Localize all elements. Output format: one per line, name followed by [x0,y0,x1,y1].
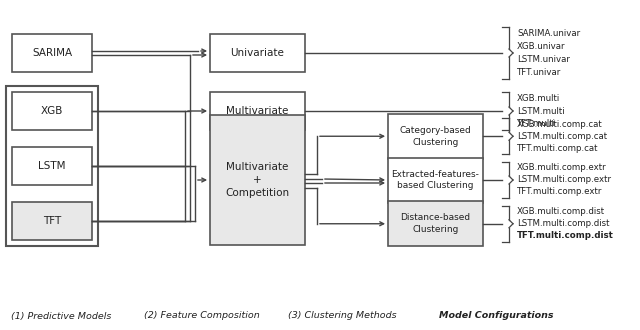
Text: SARIMA: SARIMA [32,48,72,58]
Bar [210,34,305,72]
Bar [6,86,98,246]
Bar [12,34,92,72]
Bar [210,115,305,245]
Text: TFT.multi: TFT.multi [517,119,556,128]
Text: TFT.multi.comp.dist: TFT.multi.comp.dist [517,231,614,240]
Text: LSTM.univar: LSTM.univar [517,55,570,64]
Bar [12,92,92,130]
Text: LSTM.multi.comp.dist: LSTM.multi.comp.dist [517,219,609,228]
Text: TFT.multi.comp.cat: TFT.multi.comp.cat [517,144,598,153]
Text: Model Configurations: Model Configurations [439,312,553,320]
Text: LSTM.multi.comp.extr: LSTM.multi.comp.extr [517,176,611,184]
Text: TFT.multi.comp.extr: TFT.multi.comp.extr [517,187,602,196]
Bar [388,114,483,159]
Bar [388,157,483,203]
Text: XGB: XGB [41,106,63,116]
Bar [12,202,92,240]
Text: LSTM.multi.comp.cat: LSTM.multi.comp.cat [517,132,607,141]
Bar [12,147,92,185]
Bar [388,201,483,246]
Text: Extracted-features-
based Clustering: Extracted-features- based Clustering [392,170,479,190]
Text: XGB.multi.comp.extr: XGB.multi.comp.extr [517,163,607,173]
Text: (3) Clustering Methods: (3) Clustering Methods [288,312,397,320]
Text: XGB.multi: XGB.multi [517,94,560,103]
Bar [210,92,305,130]
Text: SARIMA.univar: SARIMA.univar [517,29,580,38]
Text: LSTM.multi: LSTM.multi [517,107,564,116]
Text: TFT: TFT [43,216,61,226]
Text: XGB.multi.comp.cat: XGB.multi.comp.cat [517,120,603,129]
Text: (1) Predictive Models: (1) Predictive Models [11,312,111,320]
Text: TFT.univar: TFT.univar [517,68,561,77]
Text: Univariate: Univariate [230,48,284,58]
Text: XGB.multi.comp.dist: XGB.multi.comp.dist [517,207,605,216]
Text: Category-based
Clustering: Category-based Clustering [399,126,472,147]
Text: Multivariate: Multivariate [227,106,289,116]
Text: (2) Feature Composition: (2) Feature Composition [144,312,259,320]
Text: Distance-based
Clustering: Distance-based Clustering [401,214,470,234]
Text: LSTM: LSTM [38,161,66,171]
Text: XGB.univar: XGB.univar [517,42,566,51]
Text: Multivariate
+
Competition: Multivariate + Competition [225,162,289,198]
